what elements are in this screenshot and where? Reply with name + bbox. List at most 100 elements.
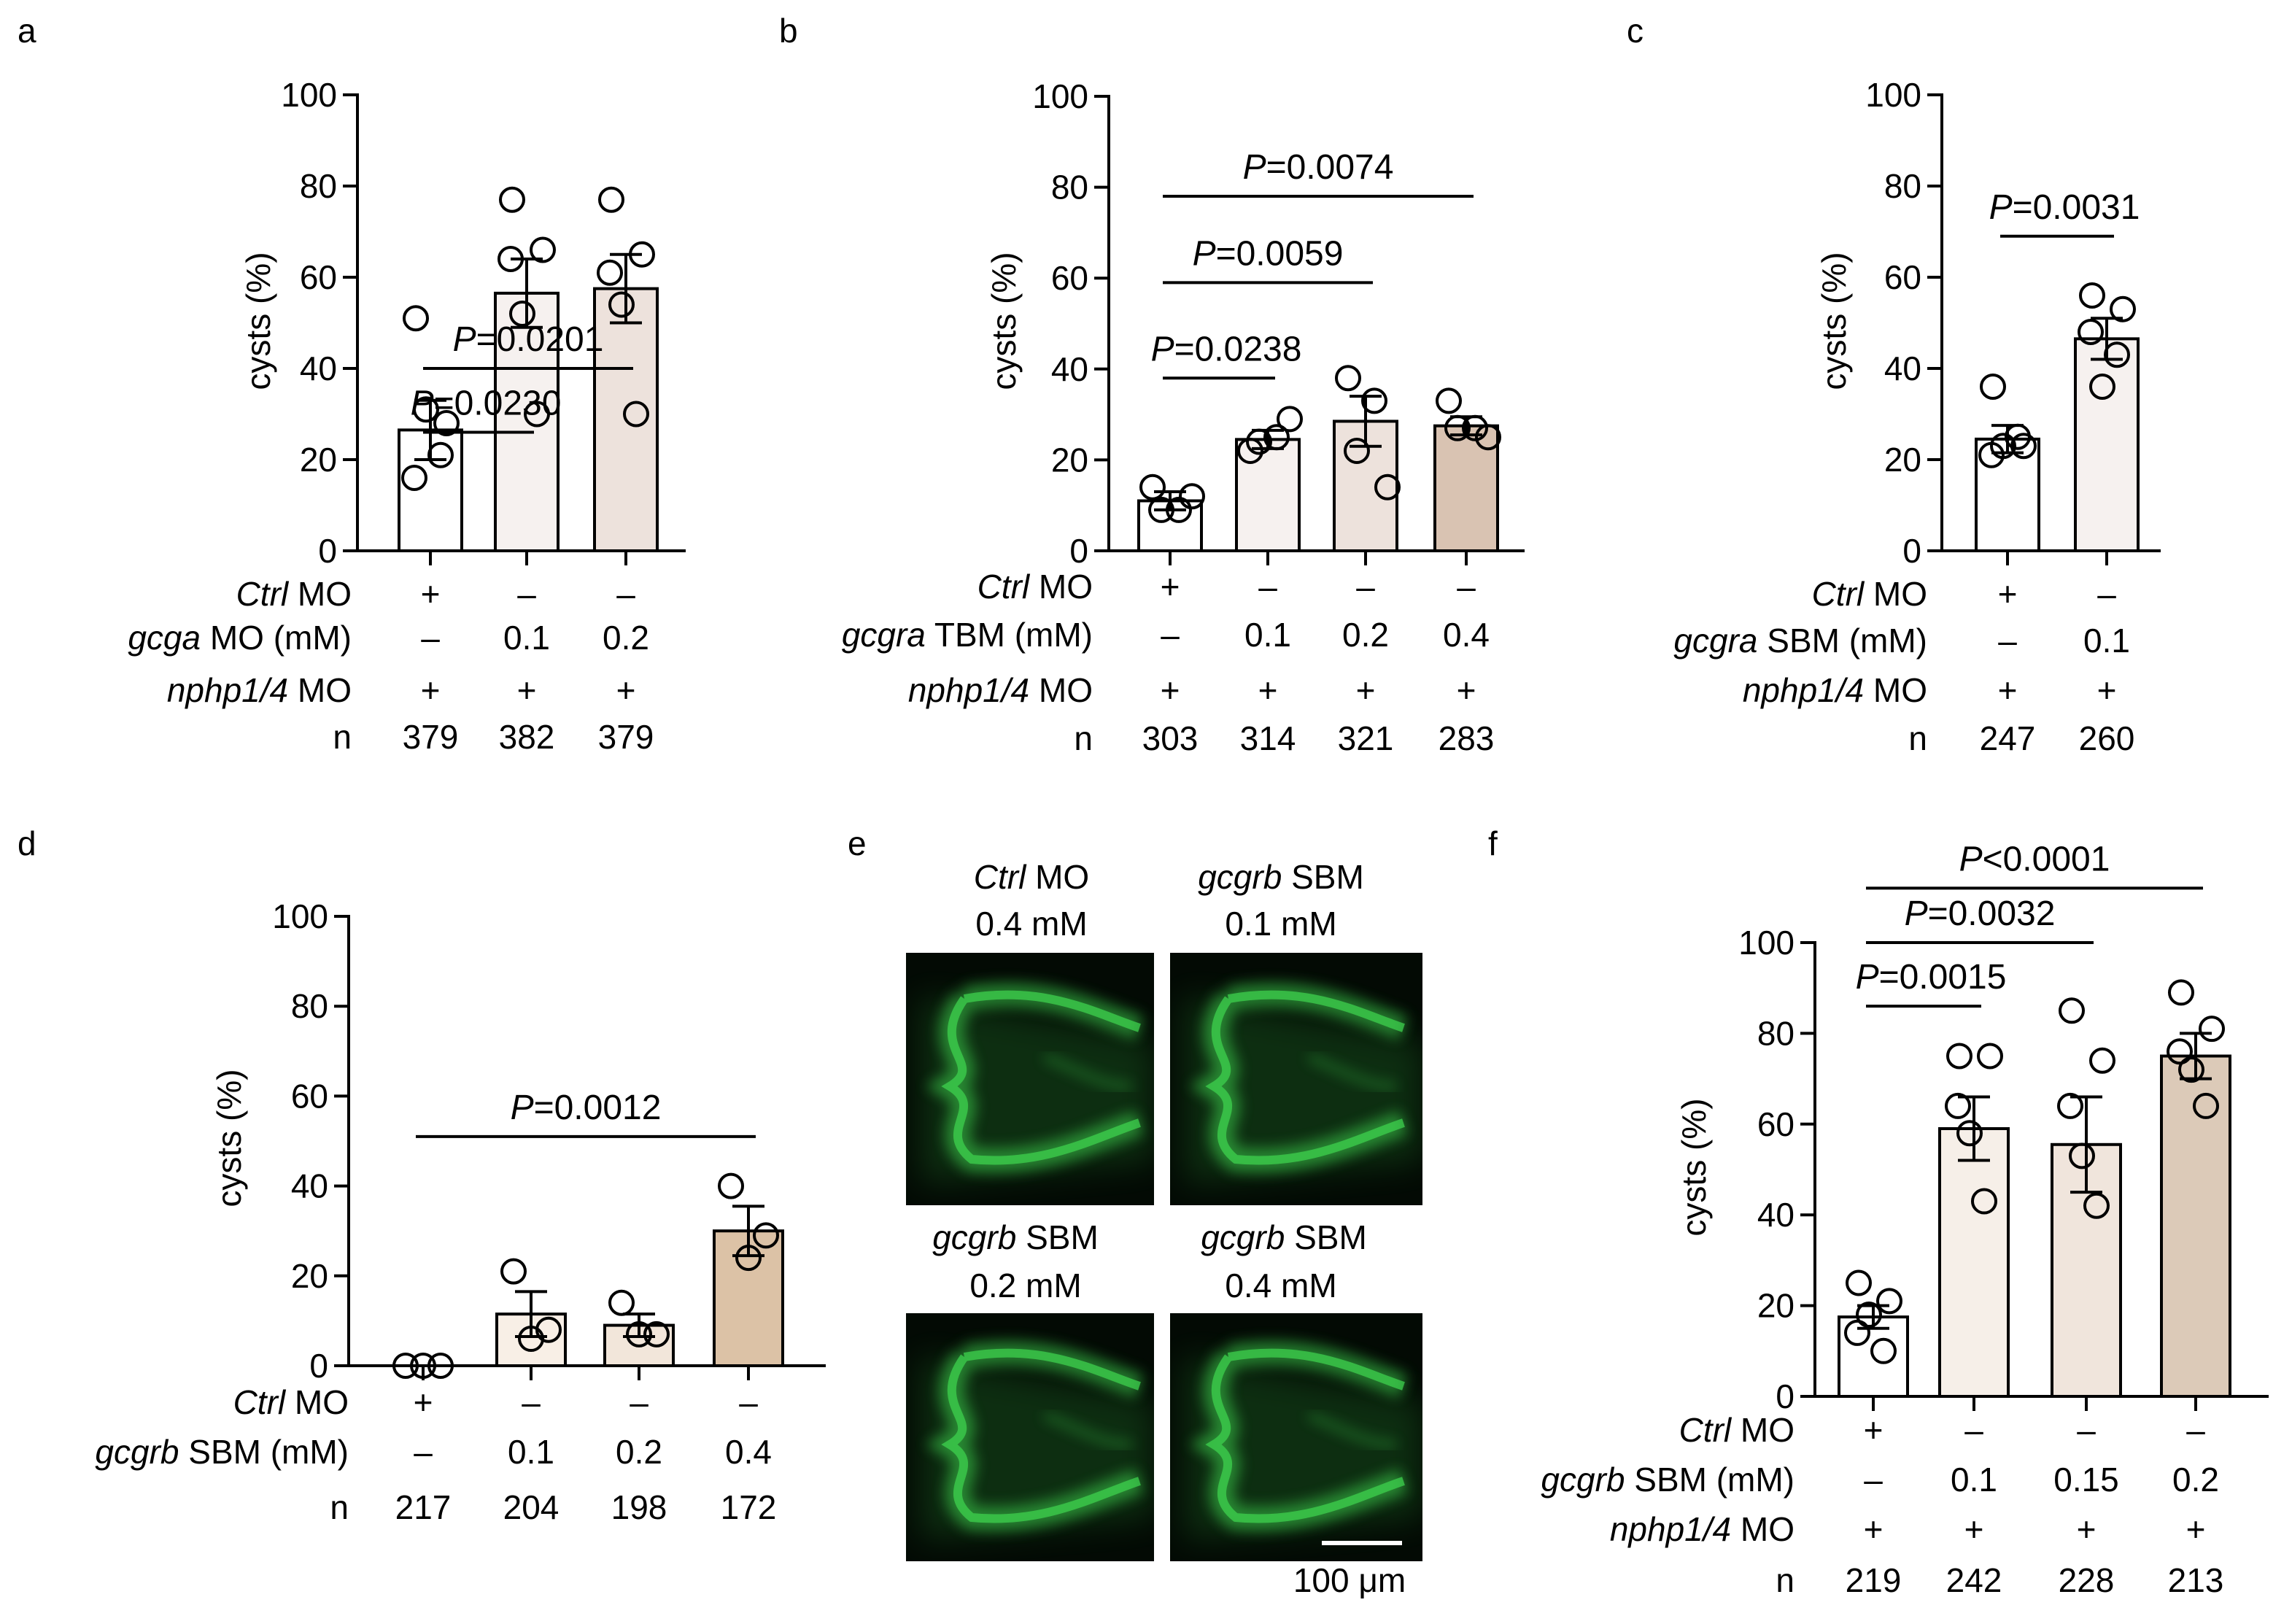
tile-4-title: gcgrb SBM bbox=[1201, 1218, 1367, 1256]
panel-label-a: a bbox=[18, 12, 36, 50]
data-point bbox=[2167, 1038, 2193, 1065]
data-point bbox=[1844, 1319, 1870, 1346]
data-point bbox=[1462, 414, 1488, 441]
row-cell: + bbox=[1864, 1411, 1883, 1449]
data-point bbox=[2059, 997, 2085, 1024]
tile-2-dose: 0.1 mM bbox=[1225, 905, 1336, 943]
data-point bbox=[1344, 437, 1370, 464]
y-tick-label: 20 bbox=[1884, 441, 1921, 479]
data-point bbox=[1971, 1188, 1997, 1215]
row-label-italic: Ctrl bbox=[1812, 575, 1865, 613]
row-cell: 283 bbox=[1439, 719, 1495, 757]
bar bbox=[1938, 1127, 2010, 1399]
row-cell: – bbox=[1864, 1461, 1883, 1499]
row-cell: 228 bbox=[2059, 1561, 2115, 1599]
duct-signal bbox=[1043, 1412, 1133, 1448]
row-cell: + bbox=[421, 671, 441, 709]
row-label-italic: Ctrl bbox=[236, 575, 290, 613]
tile-4-dose: 0.4 mM bbox=[1225, 1267, 1336, 1304]
row-label-text: n bbox=[1074, 719, 1093, 757]
row-label: Ctrl MO bbox=[1679, 1411, 1795, 1449]
row-cell: 314 bbox=[1240, 719, 1296, 757]
row-cell: 213 bbox=[2168, 1561, 2224, 1599]
row-cell: 0.1 bbox=[508, 1433, 554, 1471]
row-label-text: MO bbox=[1864, 671, 1927, 709]
y-axis-label: cysts (%) bbox=[239, 252, 277, 390]
bar bbox=[1838, 1315, 1909, 1399]
y-tick-label: 80 bbox=[300, 167, 337, 205]
row-label: n bbox=[330, 1488, 349, 1526]
data-point bbox=[524, 401, 550, 428]
row-cell: – bbox=[630, 1383, 649, 1421]
row-label-italic: nphp1/4 bbox=[908, 671, 1029, 709]
y-tick-label: 20 bbox=[1051, 441, 1088, 479]
row-label-italic: nphp1/4 bbox=[167, 671, 288, 709]
row-cell: – bbox=[414, 1433, 433, 1471]
row-cell: + bbox=[1161, 671, 1180, 709]
p-italic: P bbox=[1905, 894, 1928, 933]
p-value: =0.0032 bbox=[1928, 894, 2056, 933]
data-point bbox=[1856, 1302, 1882, 1329]
row-cell: 198 bbox=[611, 1488, 667, 1526]
y-tick-label: 80 bbox=[291, 987, 328, 1025]
y-tick-label: 60 bbox=[300, 258, 337, 296]
data-point bbox=[1956, 1120, 1983, 1147]
y-tick-label: 60 bbox=[1757, 1105, 1795, 1143]
row-label-text: MO bbox=[1029, 671, 1093, 709]
row-label: Ctrl MO bbox=[1812, 575, 1927, 613]
row-cell: – bbox=[1356, 568, 1375, 606]
data-point bbox=[1977, 1043, 2003, 1070]
row-cell: 242 bbox=[1946, 1561, 2002, 1599]
row-cell: + bbox=[1258, 671, 1278, 709]
data-point bbox=[1374, 473, 1401, 500]
row-label-italic: Ctrl bbox=[977, 568, 1031, 606]
row-label: gcgra SBM (mM) bbox=[1673, 622, 1927, 660]
p-value: =0.0012 bbox=[534, 1089, 662, 1127]
data-point bbox=[1990, 433, 2016, 460]
row-label: n bbox=[333, 718, 352, 756]
panel-label-b: b bbox=[779, 12, 798, 50]
bar bbox=[495, 1312, 567, 1368]
p-value-label: P<0.0001 bbox=[1959, 840, 2110, 878]
row-cell: – bbox=[522, 1383, 541, 1421]
duct-signal bbox=[1307, 1053, 1397, 1090]
y-tick-label: 40 bbox=[291, 1167, 328, 1205]
panel-label-d: d bbox=[18, 824, 36, 862]
row-cell: 0.2 bbox=[603, 619, 649, 657]
data-point bbox=[2069, 1142, 2095, 1169]
row-label-italic: Ctrl bbox=[233, 1383, 287, 1421]
row-cell: – bbox=[517, 575, 536, 613]
row-cell: 379 bbox=[403, 718, 459, 756]
p-italic: P bbox=[1856, 958, 1879, 997]
row-label-text: MO bbox=[1731, 1411, 1795, 1449]
kidney-structure bbox=[1205, 1348, 1405, 1523]
p-value: =0.0201 bbox=[476, 320, 604, 359]
row-cell: 172 bbox=[721, 1488, 777, 1526]
data-point bbox=[608, 1289, 635, 1316]
row-label-text: MO bbox=[288, 671, 352, 709]
data-point bbox=[1148, 496, 1174, 523]
kidney-structure bbox=[941, 1348, 1141, 1523]
data-point bbox=[427, 1353, 454, 1379]
p-value-label: P=0.0230 bbox=[411, 384, 562, 423]
row-label: nphp1/4 MO bbox=[1743, 671, 1927, 709]
data-point bbox=[629, 241, 655, 268]
p-value: =0.0031 bbox=[2013, 188, 2140, 227]
tile-1-dose: 0.4 mM bbox=[975, 905, 1087, 943]
data-point bbox=[535, 1316, 562, 1343]
data-point bbox=[1436, 387, 1462, 414]
y-tick-label: 80 bbox=[1757, 1014, 1795, 1052]
row-label: gcga MO (mM) bbox=[128, 619, 352, 657]
chart-panel-d: 0 20 40 60 80 100 cysts (%) P=0.0012 Ctrl MO + – – –… bbox=[95, 897, 826, 1526]
row-cell: 217 bbox=[395, 1488, 452, 1526]
row-label-italic: gcgra bbox=[842, 616, 926, 654]
p-value-label: P=0.0074 bbox=[1243, 148, 1394, 187]
p-value: =0.0015 bbox=[1879, 958, 2007, 997]
micrograph-gcgrb-0.1mM bbox=[1170, 953, 1422, 1205]
row-cell: – bbox=[739, 1383, 758, 1421]
data-point bbox=[1876, 1288, 1902, 1315]
data-point bbox=[2110, 295, 2136, 322]
row-label-text: n bbox=[1908, 719, 1927, 757]
